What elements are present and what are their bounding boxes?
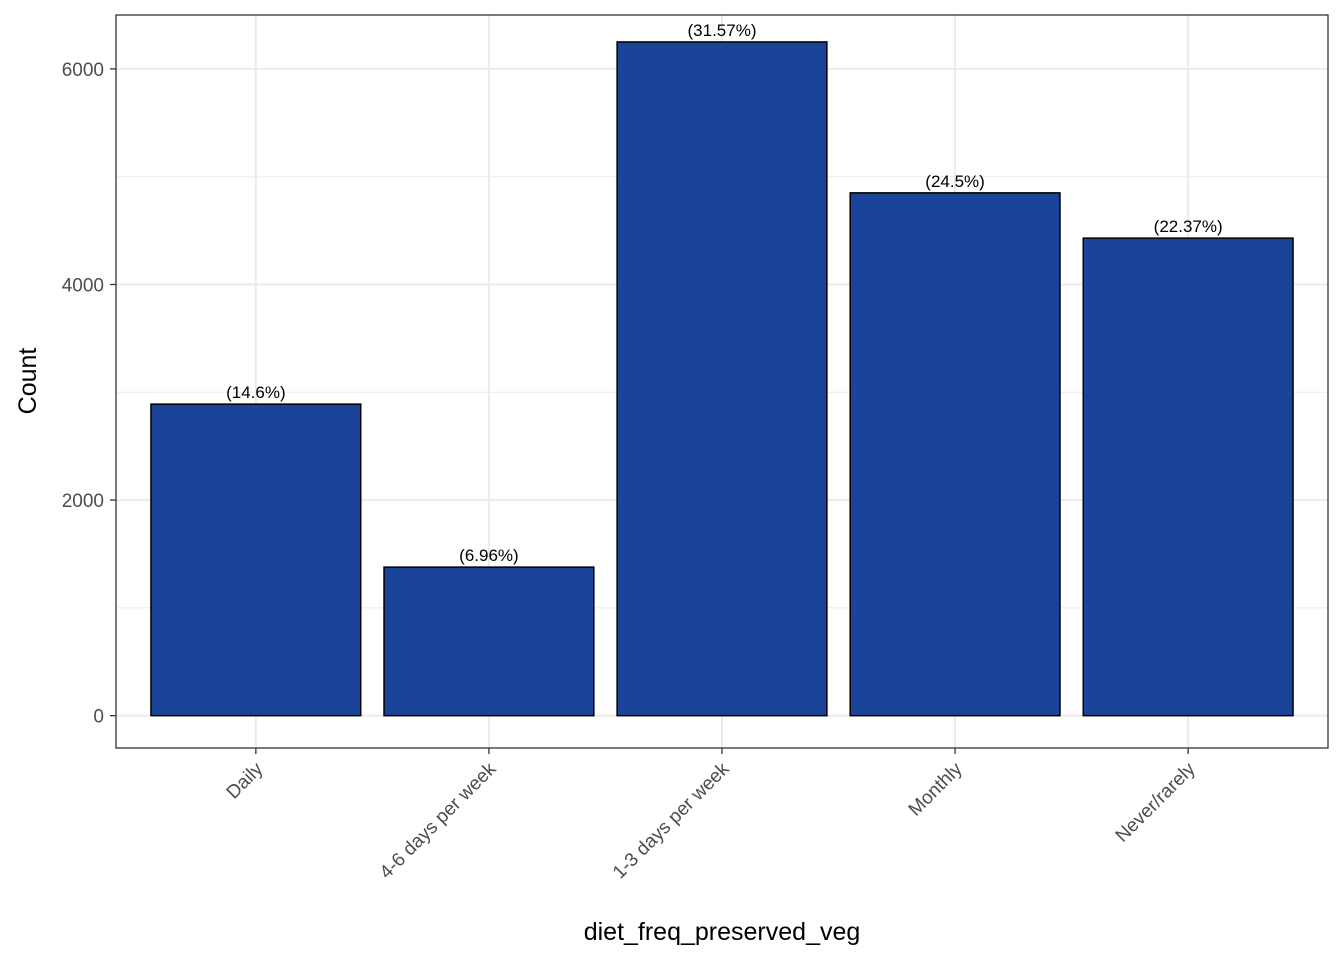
y-tick-label: 6000 <box>62 60 104 81</box>
x-tick-label: 4-6 days per week <box>376 758 501 883</box>
x-axis-title: diet_freq_preserved_veg <box>584 918 861 946</box>
bar <box>383 566 595 717</box>
bar-data-label: (6.96%) <box>459 546 519 565</box>
bar-data-label: (14.6%) <box>226 383 286 402</box>
bar <box>616 41 828 717</box>
y-tick-label: 0 <box>93 707 104 728</box>
data-labels: (14.6%) (6.96%) (31.57%) (24.5%) (22.37%) <box>226 21 1223 565</box>
bar <box>849 192 1061 717</box>
x-tick-label: Monthly <box>905 758 967 820</box>
y-axis-title: Count <box>14 348 42 415</box>
x-tick-label: Daily <box>223 758 268 803</box>
x-axis: Daily 4-6 days per week 1-3 days per week M… <box>223 748 1200 883</box>
y-tick-label: 4000 <box>62 275 104 296</box>
bar <box>1082 237 1294 717</box>
x-tick-label: 1-3 days per week <box>609 758 734 883</box>
bar <box>150 403 362 717</box>
y-tick-label: 2000 <box>62 491 104 512</box>
bars <box>150 41 1294 717</box>
bar-data-label: (31.57%) <box>688 21 757 40</box>
bar-data-label: (24.5%) <box>925 172 985 191</box>
y-axis: 0 2000 4000 6000 <box>62 60 116 728</box>
x-tick-label: Never/rarely <box>1112 758 1200 846</box>
bar-data-label: (22.37%) <box>1154 217 1223 236</box>
